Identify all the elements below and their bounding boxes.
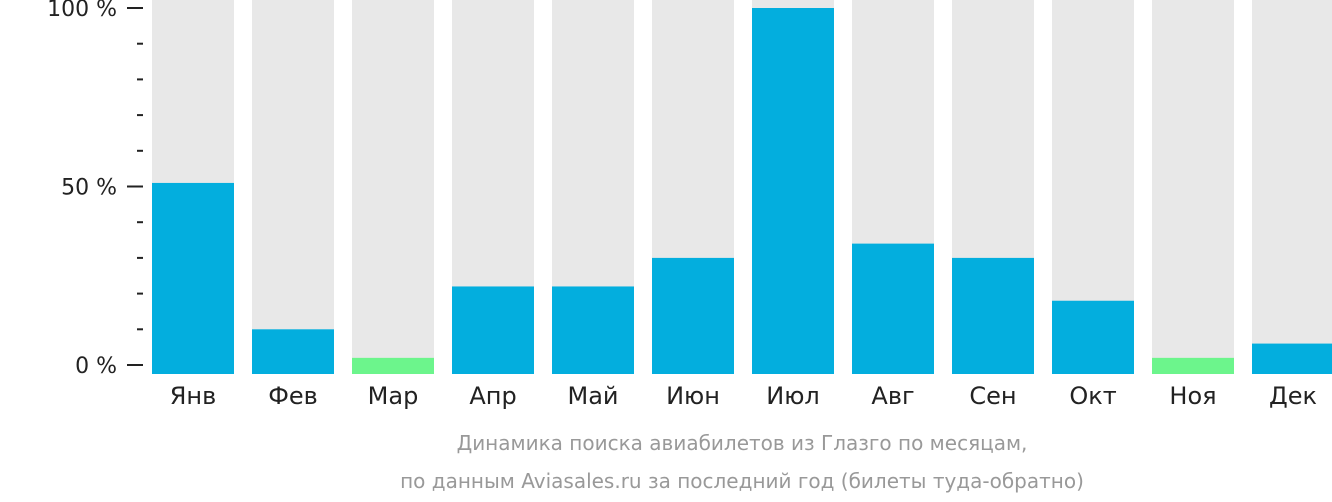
x-tick-label: Май xyxy=(567,382,618,410)
bar-1 xyxy=(152,182,234,374)
bar-background xyxy=(1252,0,1332,374)
y-tick-label: 100 % xyxy=(47,0,117,22)
bar-6 xyxy=(652,257,734,374)
x-tick-label: Мар xyxy=(368,382,419,410)
y-tick-label: 50 % xyxy=(61,176,117,201)
bar-9 xyxy=(952,257,1034,374)
chart-caption-line-1: Динамика поиска авиабилетов из Глазго по… xyxy=(456,431,1028,455)
x-tick-label: Окт xyxy=(1069,382,1116,410)
y-tick-label: 0 % xyxy=(75,354,117,379)
y-axis: 100 % 50 % 0 % xyxy=(47,0,143,379)
bar-11 xyxy=(1152,357,1234,374)
x-tick-label: Дек xyxy=(1269,382,1317,410)
x-tick-label: Сен xyxy=(969,382,1016,410)
bar-chart: 100 % 50 % 0 % Янв Фев Мар Апр Май Июн Июл Авг Сен… xyxy=(47,0,1332,410)
bars xyxy=(152,0,1332,374)
bar-background xyxy=(1152,0,1234,374)
x-tick-label: Июн xyxy=(666,382,720,410)
bar-12 xyxy=(1252,343,1332,374)
bar-8 xyxy=(852,243,934,374)
bar-7 xyxy=(752,8,834,374)
bar-10 xyxy=(1052,300,1134,374)
bar-2 xyxy=(252,329,334,374)
bar-4 xyxy=(452,286,534,374)
bar-3 xyxy=(352,357,434,374)
x-axis-labels: Янв Фев Мар Апр Май Июн Июл Авг Сен Окт Ноя Дек xyxy=(170,382,1317,410)
chart-caption-line-2: по данным Aviasales.ru за последний год … xyxy=(400,469,1084,493)
bar-5 xyxy=(552,286,634,374)
x-tick-label: Янв xyxy=(170,382,217,410)
x-tick-label: Фев xyxy=(268,382,318,410)
x-tick-label: Апр xyxy=(469,382,516,410)
bar-background xyxy=(352,0,434,374)
x-tick-label: Июл xyxy=(766,382,820,410)
x-tick-label: Авг xyxy=(871,382,914,410)
x-tick-label: Ноя xyxy=(1169,382,1216,410)
bar-background xyxy=(252,0,334,374)
